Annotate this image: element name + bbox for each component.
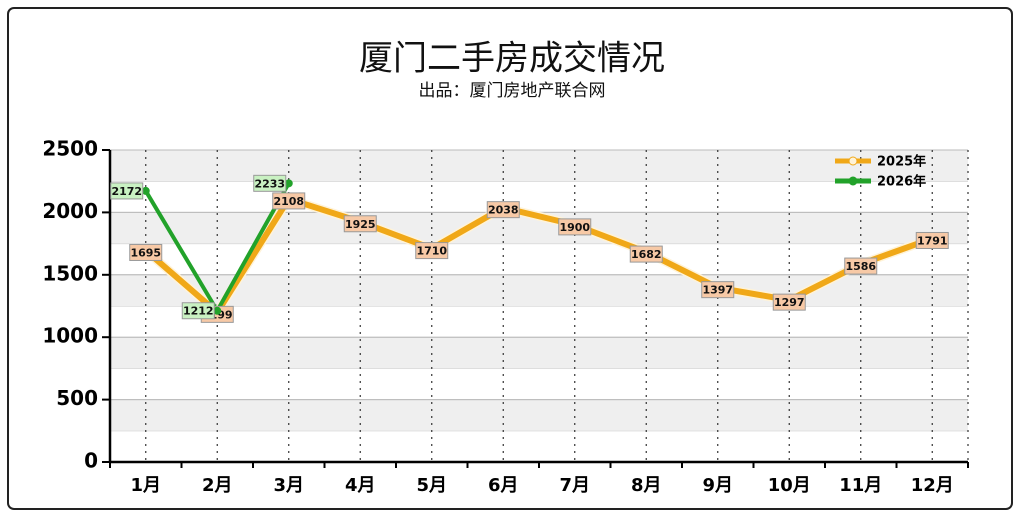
label-box: [915, 231, 949, 249]
label-box: [629, 245, 663, 263]
data-label: 1212: [183, 305, 214, 318]
label-box: [110, 182, 144, 200]
point: [141, 186, 150, 195]
chart-subtitle: 出品：厦门房地产联合网: [419, 81, 606, 101]
x-tick-label: 11月: [839, 475, 882, 496]
label-box: [844, 257, 878, 275]
data-label: 1710: [416, 245, 447, 258]
frame: [7, 7, 1013, 510]
stripe: [110, 337, 968, 369]
y-tick-label: 1000: [42, 324, 98, 348]
legend-label: 2025年: [877, 154, 926, 170]
stripe: [110, 150, 968, 182]
x-tick-label: 4月: [345, 475, 376, 496]
x-tick-label: 7月: [559, 475, 590, 496]
y-tick-label: 1500: [42, 261, 98, 285]
y-tick-label: 500: [56, 386, 98, 410]
data-label: 1695: [130, 246, 161, 259]
label-box: [701, 281, 735, 299]
x-tick-label: 8月: [631, 475, 662, 496]
y-tick-label: 0: [84, 449, 98, 473]
data-label: 1682: [631, 248, 662, 261]
x-tick-label: 12月: [911, 475, 954, 496]
x-tick-label: 2月: [202, 475, 233, 496]
x-tick-label: 6月: [488, 475, 519, 496]
stripe: [110, 399, 968, 431]
label-box: [129, 243, 163, 261]
x-tick-label: 5月: [416, 475, 447, 496]
label-box: [772, 293, 806, 311]
label-box: [558, 218, 592, 236]
label-box: [253, 174, 287, 192]
label-box: [181, 302, 215, 320]
label-box: [415, 242, 449, 260]
label-box: [272, 192, 306, 210]
data-label: 2233: [254, 177, 285, 190]
legend-label: 2026年: [877, 174, 926, 190]
data-label: 2172: [111, 185, 142, 198]
data-label: 2038: [488, 204, 519, 217]
label-box: [343, 215, 377, 233]
data-label: 1297: [774, 296, 805, 309]
data-label: 1925: [345, 218, 376, 231]
label-box: [486, 201, 520, 219]
data-label: 1586: [845, 260, 876, 273]
data-label: 2108: [273, 195, 304, 208]
x-tick-label: 9月: [702, 475, 733, 496]
y-tick-label: 2500: [42, 137, 98, 161]
legend-dot: [848, 176, 858, 186]
x-tick-label: 3月: [273, 475, 304, 496]
x-tick-label: 1月: [130, 475, 161, 496]
point: [213, 306, 222, 315]
point: [284, 179, 293, 188]
data-label: 1900: [559, 221, 590, 234]
x-tick-label: 10月: [768, 475, 811, 496]
data-label: 1791: [917, 234, 948, 247]
y-tick-label: 2000: [42, 199, 98, 223]
legend-dot: [848, 156, 858, 166]
chart-title: 厦门二手房成交情况: [359, 39, 665, 79]
data-label: 1397: [702, 284, 733, 297]
